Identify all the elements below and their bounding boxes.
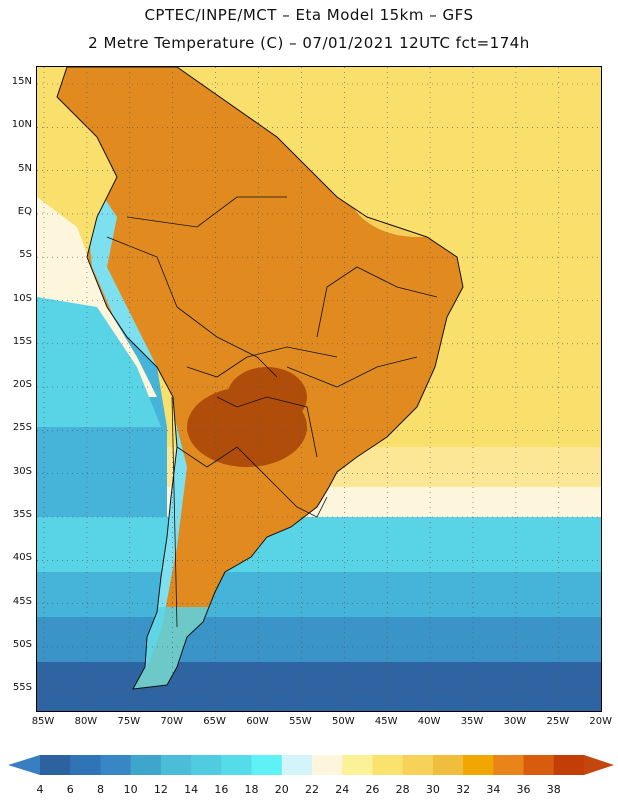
colorbar-tick-label: 30 xyxy=(425,783,440,796)
colorbar-cell xyxy=(160,755,192,775)
latitude-label: 20S xyxy=(12,379,32,391)
colorbar-tick-label: 26 xyxy=(365,783,380,796)
colorbar-tick-label: 14 xyxy=(184,783,199,796)
colorbar-cell xyxy=(281,755,313,775)
border-brazil-states-north xyxy=(316,266,438,338)
colorbar-tick-label: 32 xyxy=(456,783,471,796)
ocean-band-sky xyxy=(37,572,601,622)
border-chile-argentina xyxy=(171,396,178,628)
border-brazil-states-central xyxy=(286,356,418,388)
border-uruguay xyxy=(276,486,328,518)
latitude-label: 35S xyxy=(12,509,32,520)
latitude-label: 15N xyxy=(11,76,32,87)
longitude-label: 25W xyxy=(546,716,570,727)
ocean-band-blue xyxy=(37,617,601,667)
colorbar-cell xyxy=(553,755,585,775)
colorbar-cell xyxy=(463,755,494,775)
colorbar-cell xyxy=(100,755,132,775)
longitude-label: 85W xyxy=(31,716,55,727)
colorbar-tick-label: 24 xyxy=(335,783,350,796)
latitude-label: 10N xyxy=(11,119,32,131)
latitude-label: 45S xyxy=(12,595,32,607)
colorbar-tick-label: 34 xyxy=(486,783,501,796)
colorbar-tick-label: 8 xyxy=(96,783,104,796)
longitude-label: 35W xyxy=(460,716,484,727)
colorbar-cell xyxy=(70,755,101,775)
colorbar-cell xyxy=(493,755,525,775)
border-bolivia-brazil xyxy=(186,346,338,378)
ocean-band-cyan xyxy=(37,517,601,577)
latitude-label: 5N xyxy=(18,162,32,174)
latitude-label: 15S xyxy=(12,335,32,347)
colorbar-cells xyxy=(40,755,585,775)
map-title-line1: CPTEC/INPE/MCT – Eta Model 15km – GFS xyxy=(144,6,474,24)
colorbar-cell xyxy=(372,755,404,775)
colorbar-cell xyxy=(523,755,555,775)
colorbar-tick-label: 20 xyxy=(274,783,289,796)
longitude-label: 70W xyxy=(160,716,183,727)
colorbar-tick-label: 4 xyxy=(36,783,44,796)
colorbar-cell xyxy=(191,755,222,775)
border-peru-brazil xyxy=(176,306,278,378)
colorbar-high-arrow xyxy=(584,755,614,775)
colorbar-tick-label: 18 xyxy=(244,783,259,796)
colorbar-tick-label: 28 xyxy=(395,783,410,796)
latitude-label: 40S xyxy=(12,552,32,564)
colorbar-tick-label: 6 xyxy=(66,783,74,796)
border-argentina-north xyxy=(176,446,278,488)
longitude-label: 50W xyxy=(331,716,355,727)
temperature-map xyxy=(36,66,603,712)
colorbar-tick-label: 12 xyxy=(153,783,168,796)
colorbar-cell xyxy=(432,755,464,775)
map-canvas xyxy=(37,66,603,711)
longitude-label: 80W xyxy=(74,716,98,727)
colorbar-cell xyxy=(402,755,434,775)
colorbar-cell xyxy=(312,755,343,775)
latitude-label: 10S xyxy=(12,292,32,304)
ocean-band-deep xyxy=(37,662,601,711)
longitude-label: 65W xyxy=(203,716,226,727)
longitude-label: 45W xyxy=(374,716,398,727)
colorbar-tick-label: 10 xyxy=(123,783,138,796)
colorbar-low-arrow xyxy=(8,755,40,775)
longitude-label: 20W xyxy=(589,716,612,727)
colorbar-tick-label: 38 xyxy=(546,783,561,796)
longitude-label: 30W xyxy=(503,716,527,727)
pacific-cyan-region xyxy=(37,297,161,427)
colorbar-tick-label: 16 xyxy=(214,783,229,796)
lat-lon-grid xyxy=(37,67,603,711)
colorbar-tick-label: 36 xyxy=(516,783,531,796)
longitude-label: 75W xyxy=(117,716,141,727)
border-colombia-venezuela xyxy=(126,196,287,228)
longitude-label: 40W xyxy=(417,716,441,727)
latitude-label: 55S xyxy=(12,682,32,694)
temperature-colorbar xyxy=(8,755,614,775)
colorbar-cell xyxy=(40,755,71,775)
map-title-line2: 2 Metre Temperature (C) – 07/01/2021 12U… xyxy=(88,34,530,52)
latitude-label: EQ xyxy=(17,205,32,217)
latitude-label: 30S xyxy=(12,465,32,477)
longitude-label: 55W xyxy=(289,716,312,727)
latitude-label: 50S xyxy=(12,638,32,650)
colorbar-cell xyxy=(251,755,283,775)
latitude-label: 5S xyxy=(19,249,32,261)
latitude-label: 25S xyxy=(12,422,32,434)
colorbar-cell xyxy=(130,755,162,775)
colorbar-cell xyxy=(342,755,373,775)
colorbar-tick-label: 22 xyxy=(305,783,319,796)
longitude-label: 60W xyxy=(246,716,269,727)
border-paraguay xyxy=(216,396,318,458)
colorbar-cell xyxy=(221,755,253,775)
